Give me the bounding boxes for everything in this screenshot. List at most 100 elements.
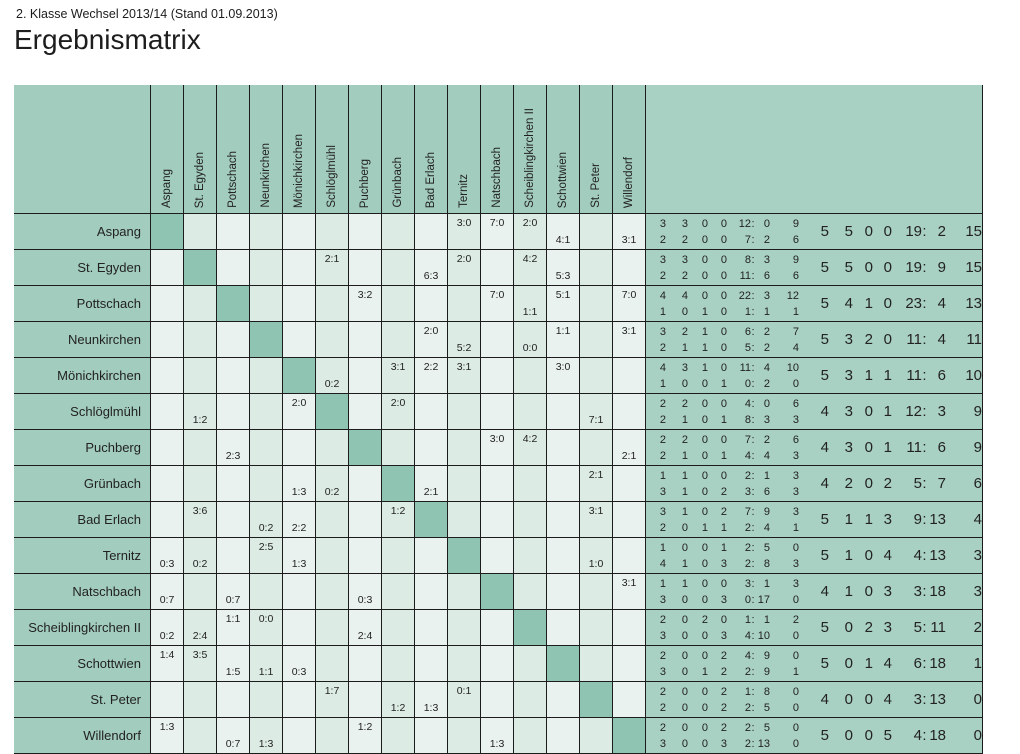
team-row: Pottschach 3:2 7:0 1:1 5:1 7:0 4 4 0 0 22:3 12 1 0 1 0 1… — [14, 286, 982, 322]
stat-value: 3 — [763, 253, 770, 266]
stat-value: 0 — [792, 593, 799, 606]
stat-value: 4 — [659, 289, 666, 302]
stat-value: 0 — [681, 613, 688, 626]
match-score: 7:0 — [489, 289, 505, 301]
stat-value: 18 — [929, 655, 946, 672]
stat-value: 3 — [792, 449, 799, 462]
stat-value: 1 — [720, 449, 727, 462]
team-row-label: Neunkirchen — [14, 322, 150, 357]
result-cell: 7:0 — [612, 286, 645, 321]
stat-value: 0 — [681, 377, 688, 390]
stat-value: 6 — [763, 485, 770, 498]
stat-value: 9 — [913, 511, 922, 528]
result-cell: 5:3 — [546, 250, 579, 285]
match-score: 0:0 — [258, 613, 274, 625]
stat-value: 2 — [659, 233, 666, 246]
result-cell — [183, 430, 216, 465]
column-header-1: Aspang — [150, 85, 183, 213]
result-cell — [249, 682, 282, 717]
stats-total: 4 0 0 4 3:13 0 — [805, 691, 982, 708]
result-cell — [150, 466, 183, 501]
stat-value: 0 — [701, 541, 708, 554]
team-row-label: Scheiblingkirchen II — [14, 610, 150, 645]
column-header-7: Puchberg — [348, 85, 381, 213]
match-score: 2:2 — [291, 522, 307, 534]
result-cell — [447, 502, 480, 537]
column-header-15: Willendorf — [612, 85, 645, 213]
stat-value: 2 — [720, 701, 727, 714]
team-stats: 2 2 0 0 4:0 6 2 1 0 1 8:3 3 4 3 0 1 12:3 9 — [645, 394, 982, 429]
column-header-10: Ternitz — [447, 85, 480, 213]
result-matrix-table: Aspang St. Egyden Pottschach Neunkirchen Mön… — [14, 85, 983, 754]
result-cell: 1:3 — [282, 466, 315, 501]
result-cell — [480, 358, 513, 393]
stat-value: 1 — [720, 521, 727, 534]
result-cell — [513, 646, 546, 681]
stat-value: 3 — [681, 253, 688, 266]
result-cell — [546, 574, 579, 609]
match-score: 1:3 — [489, 738, 505, 750]
stat-value: 2 — [844, 475, 853, 492]
result-cell: 1:5 — [216, 646, 249, 681]
stat-value: 8 — [763, 685, 770, 698]
match-score: 0:1 — [456, 685, 472, 697]
diagonal-cell — [513, 610, 546, 645]
stat-value: 2 — [864, 331, 873, 348]
stat-value: 3 — [792, 413, 799, 426]
stat-value: 4 — [763, 521, 770, 534]
stat-value: 4 — [744, 629, 751, 642]
stat-value: : — [922, 331, 927, 348]
match-score: 5:2 — [456, 342, 472, 354]
team-stats-lines: 3 3 0 0 12:0 9 2 2 0 0 7:2 6 — [646, 216, 805, 248]
result-cell — [282, 214, 315, 249]
match-score: 3:1 — [621, 577, 637, 589]
stat-value: 2 — [937, 223, 946, 240]
stat-value: 3 — [792, 505, 799, 518]
stats-total: 4 1 0 3 3:18 3 — [805, 583, 982, 600]
stat-value: 2 — [659, 701, 666, 714]
stat-value: 1 — [792, 305, 799, 318]
team-row: Puchberg 2:3 3:0 4:2 2:1 2 2 0 0 7:2 6 2 1 0 1 4:4 3 4 3 0 1… — [14, 430, 982, 466]
result-cell — [447, 718, 480, 753]
stat-value: 10 — [786, 361, 799, 374]
stat-value: : — [922, 403, 927, 420]
result-cell — [414, 718, 447, 753]
stat-value: 0 — [844, 727, 853, 744]
stat-value: 2 — [681, 325, 688, 338]
stat-value: 0 — [681, 593, 688, 606]
stat-value: 3 — [844, 367, 853, 384]
result-cell: 2:0 — [282, 394, 315, 429]
stat-value: : — [922, 655, 927, 672]
result-cell: 4:1 — [546, 214, 579, 249]
result-cell — [579, 322, 612, 357]
stat-value: 3 — [681, 361, 688, 374]
stat-value: 2 — [744, 737, 751, 750]
stat-value: 0 — [720, 233, 727, 246]
stat-value: 11 — [739, 269, 751, 282]
stat-value: 1 — [659, 577, 666, 590]
stat-value: 0 — [701, 469, 708, 482]
stat-value: 5 — [744, 341, 751, 354]
stat-value: 3 — [883, 511, 892, 528]
result-cell: 3:1 — [579, 502, 612, 537]
stat-value: : — [751, 521, 755, 534]
stat-value: 5 — [763, 541, 770, 554]
stat-value: 0 — [701, 577, 708, 590]
stat-value: 11 — [966, 331, 982, 348]
stat-value: 0 — [701, 737, 708, 750]
stat-value: 4 — [820, 403, 829, 420]
result-cell: 0:2 — [315, 466, 348, 501]
result-cell — [513, 394, 546, 429]
result-cell — [513, 502, 546, 537]
column-header-label: Schlöglmühl — [326, 145, 338, 208]
stat-value: 13 — [965, 295, 982, 312]
stat-value: 1 — [744, 305, 751, 318]
stat-value: 2 — [720, 665, 727, 678]
